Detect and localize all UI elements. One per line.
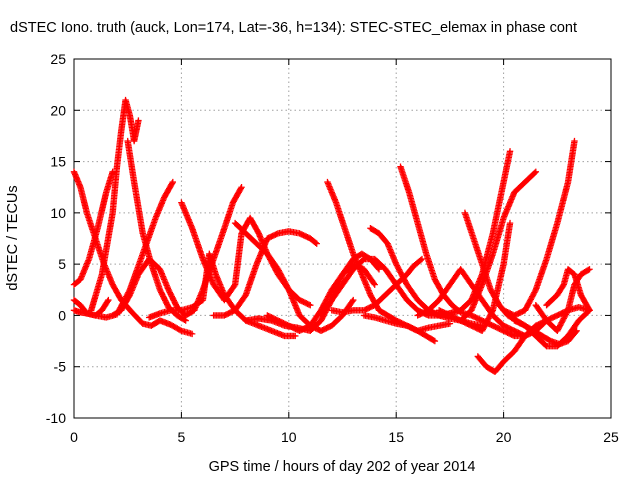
data-point [181,316,188,324]
data-point [231,282,238,290]
series-27 [511,307,593,350]
data-point [564,308,571,315]
x-axis-label: GPS time / hours of day 202 of year 2014 [209,459,476,475]
data-point [374,264,382,272]
data-point [188,330,196,338]
data-point [417,256,424,264]
y-tick-label: 0 [58,307,66,323]
x-tick-label: 5 [178,429,186,445]
data-point [350,296,357,304]
series-10 [210,228,320,319]
axes: 0 5 10 15 20 25 -10 -5 0 5 10 15 20 25 [46,51,619,445]
y-tick-label: -10 [46,410,66,426]
plot-frame [73,58,612,419]
data-point [585,266,592,274]
series-28 [532,266,593,335]
y-tick-label: 10 [50,205,66,221]
data-point [370,280,378,287]
data-point [307,301,314,309]
y-tick-label: 15 [50,154,66,170]
data-point [238,184,245,191]
series-22 [435,219,514,335]
data-point [532,168,540,176]
data-point [292,332,299,340]
data-point [168,180,176,187]
data-point [506,148,514,155]
data-point [237,185,245,192]
x-tick-label: 0 [70,429,78,445]
data-point [313,240,320,247]
data-point [430,337,437,344]
x-tick-label: 20 [496,429,512,445]
x-tick-label: 25 [603,429,619,445]
series-5 [87,96,142,314]
y-tick-label: 20 [50,102,66,118]
data-point [284,285,292,292]
data-point [169,178,177,186]
series-17 [360,312,439,345]
data-point [431,337,439,345]
data-point [571,137,578,145]
x-tick-label: 10 [281,429,297,445]
data-point [105,296,112,304]
data-point [312,239,319,246]
series-13 [264,260,378,335]
x-tick-label: 15 [388,429,404,445]
data-point [488,308,496,315]
grid [74,59,611,418]
data-point [585,305,593,313]
data-point [418,255,426,263]
series-9 [178,199,314,309]
data-marks [70,96,593,376]
series-6 [124,137,189,324]
data-point [135,117,142,124]
data-point [586,266,593,273]
data-point [531,169,538,177]
y-tick-label: 5 [58,256,66,272]
series-7 [109,184,245,319]
y-tick-label: -5 [54,359,67,375]
series-29 [543,266,593,314]
data-point [371,281,378,288]
data-point [176,326,184,334]
data-point [506,219,514,227]
series-4 [70,296,112,319]
data-point [104,298,111,305]
y-tick-label: 25 [50,51,66,67]
data-point [349,298,356,305]
series-26 [500,137,578,319]
y-axis-label: dSTEC / TECUs [5,185,21,290]
chart-title: dSTEC Iono. truth (auck, Lon=174, Lat=-3… [10,20,577,36]
series-8 [145,250,299,340]
data-point [375,266,383,273]
data-point [531,287,539,295]
data-point [586,307,593,314]
data-point [559,282,567,290]
